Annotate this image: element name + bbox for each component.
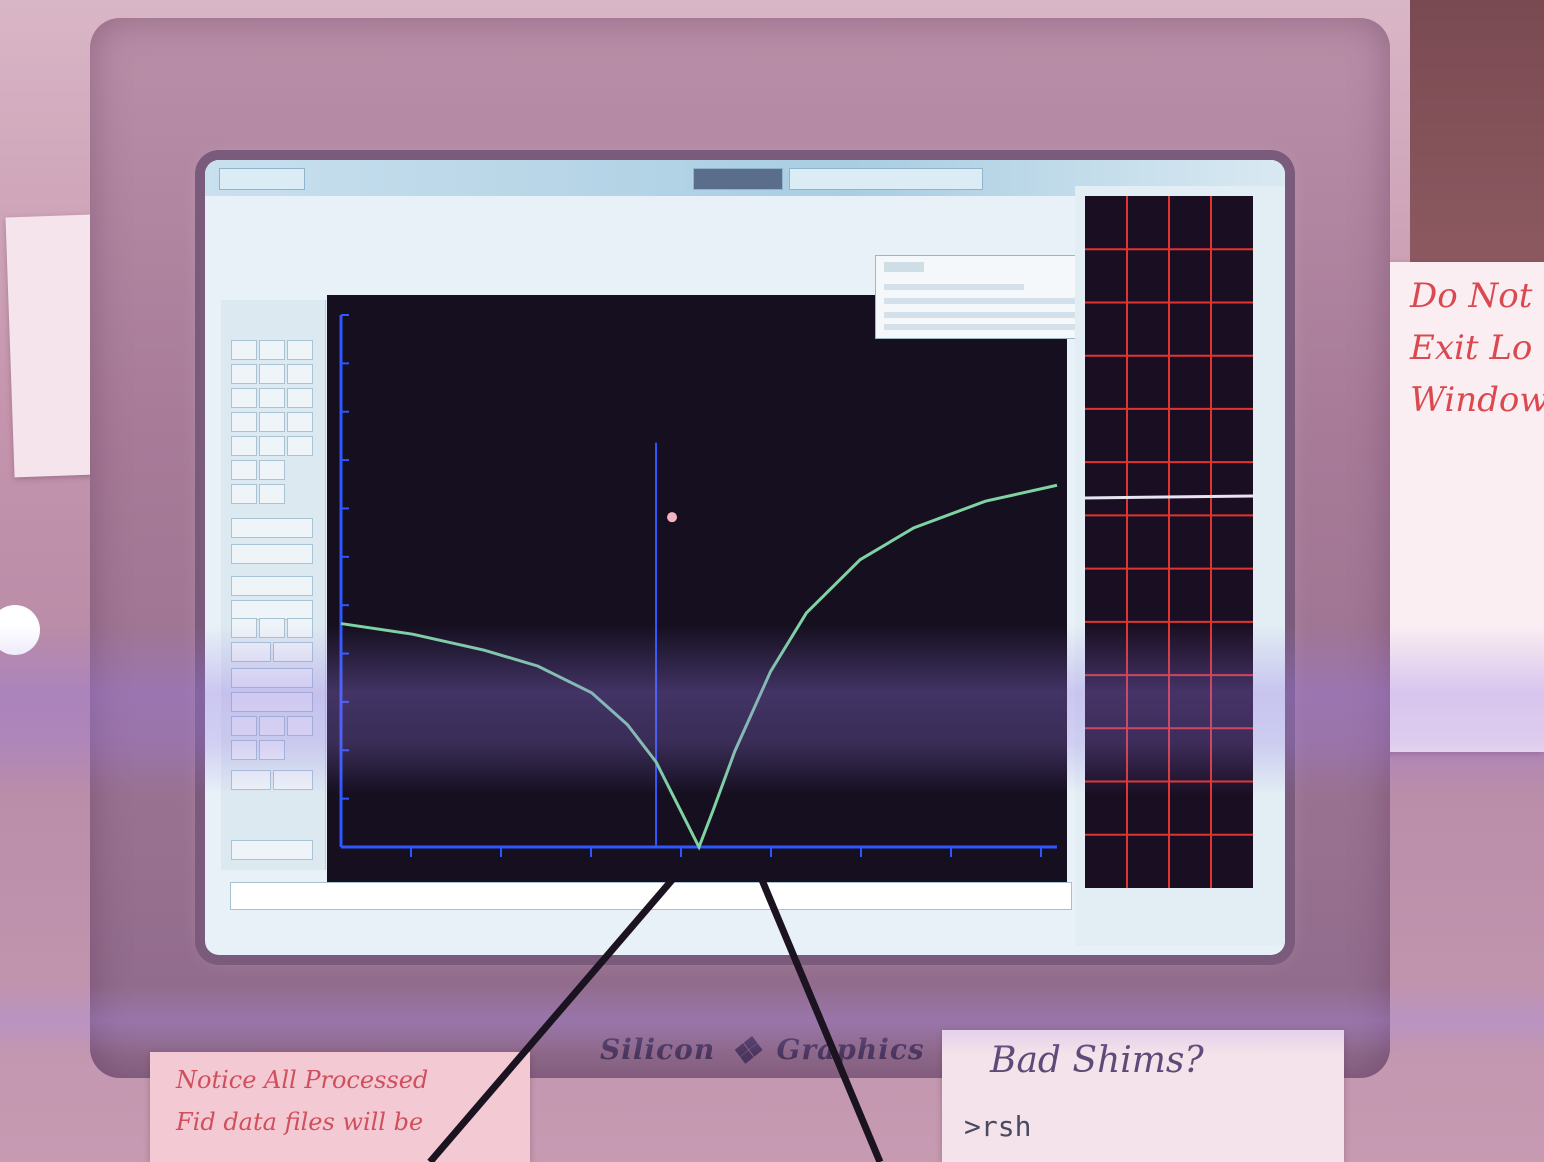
monitor-logo-right: Graphics bbox=[776, 1033, 925, 1066]
sticky-note-bottom-left: Notice All Processed Fid data files will… bbox=[150, 1052, 530, 1162]
tool-button[interactable] bbox=[259, 716, 285, 736]
sticky-note-bottom-right: Bad Shims? >rsh bbox=[942, 1030, 1344, 1162]
tool-button[interactable] bbox=[231, 576, 313, 596]
menu-bar bbox=[205, 220, 1109, 246]
tool-button[interactable] bbox=[287, 436, 313, 456]
tool-button[interactable] bbox=[287, 364, 313, 384]
tool-button[interactable] bbox=[231, 436, 257, 456]
sticky-note-bottom-left-line-1: Notice All Processed bbox=[176, 1066, 429, 1094]
tool-button[interactable] bbox=[259, 412, 285, 432]
tool-button[interactable] bbox=[273, 770, 313, 790]
window-tab[interactable] bbox=[219, 168, 305, 190]
spectrum-plot-svg bbox=[339, 314, 1058, 857]
tool-button[interactable] bbox=[231, 692, 313, 712]
tool-button[interactable] bbox=[231, 840, 313, 860]
popup-line bbox=[884, 312, 1104, 318]
tool-button[interactable] bbox=[231, 600, 313, 620]
tool-button[interactable] bbox=[231, 544, 313, 564]
status-bar bbox=[230, 916, 1084, 938]
sticky-note-bottom-right-title: Bad Shims? bbox=[990, 1040, 1204, 1081]
scope-panel bbox=[1075, 186, 1285, 946]
window-tab[interactable] bbox=[789, 168, 983, 190]
paper-hole bbox=[0, 605, 40, 655]
scope-signal-line bbox=[1084, 494, 1254, 500]
popup-line bbox=[884, 262, 924, 272]
tool-button[interactable] bbox=[259, 340, 285, 360]
tool-sidebar bbox=[221, 300, 326, 870]
monitor-logo-left: Silicon bbox=[600, 1033, 716, 1066]
tool-button[interactable] bbox=[287, 340, 313, 360]
sticky-note-bottom-left-line-2: Fid data files will be bbox=[176, 1108, 424, 1136]
sticky-note-bottom-right-command: >rsh bbox=[964, 1110, 1032, 1143]
tool-button[interactable] bbox=[273, 642, 313, 662]
monitor-screen bbox=[205, 160, 1285, 955]
monitor-logo: Silicon ❖ Graphics bbox=[600, 1030, 925, 1072]
sticky-note-right: Do Not Exit Lo Window bbox=[1362, 262, 1544, 752]
sticky-note-right-line-1: Do Not bbox=[1410, 276, 1533, 316]
tool-button[interactable] bbox=[231, 518, 313, 538]
tool-button[interactable] bbox=[287, 618, 313, 638]
spectrum-plot bbox=[327, 295, 1067, 885]
tool-button[interactable] bbox=[259, 388, 285, 408]
sticky-note-right-line-3: Window bbox=[1410, 380, 1544, 420]
cursor-marker bbox=[667, 512, 678, 523]
tool-button[interactable] bbox=[231, 668, 313, 688]
tool-button[interactable] bbox=[259, 460, 285, 480]
tool-button[interactable] bbox=[231, 484, 257, 504]
tool-button[interactable] bbox=[259, 436, 285, 456]
tool-button[interactable] bbox=[259, 364, 285, 384]
scope-display bbox=[1084, 196, 1254, 888]
scope-grid-svg bbox=[1084, 196, 1254, 888]
tool-button[interactable] bbox=[231, 460, 257, 480]
tool-button[interactable] bbox=[231, 740, 257, 760]
desktop-top-bar bbox=[205, 160, 1285, 196]
tool-button[interactable] bbox=[259, 618, 285, 638]
tool-button[interactable] bbox=[231, 642, 271, 662]
popup-line bbox=[884, 298, 1104, 304]
tool-button[interactable] bbox=[287, 388, 313, 408]
tool-button[interactable] bbox=[231, 388, 257, 408]
tool-button[interactable] bbox=[231, 618, 257, 638]
tool-button[interactable] bbox=[231, 412, 257, 432]
tool-button[interactable] bbox=[231, 340, 257, 360]
tool-button[interactable] bbox=[259, 740, 285, 760]
tool-button[interactable] bbox=[231, 364, 257, 384]
tool-button[interactable] bbox=[287, 412, 313, 432]
popup-line bbox=[884, 324, 1104, 330]
tool-button[interactable] bbox=[231, 770, 271, 790]
wall-edge bbox=[1410, 0, 1544, 280]
popup-line bbox=[884, 284, 1024, 290]
tool-button[interactable] bbox=[231, 716, 257, 736]
command-input[interactable] bbox=[230, 882, 1072, 910]
sticky-note-right-line-2: Exit Lo bbox=[1410, 328, 1533, 368]
spectrum-trace bbox=[340, 483, 1058, 851]
window-title bbox=[205, 198, 1115, 216]
cube-logo-icon: ❖ bbox=[729, 1030, 763, 1072]
window-tab[interactable] bbox=[693, 168, 783, 190]
tool-button[interactable] bbox=[259, 484, 285, 504]
tool-button[interactable] bbox=[287, 716, 313, 736]
